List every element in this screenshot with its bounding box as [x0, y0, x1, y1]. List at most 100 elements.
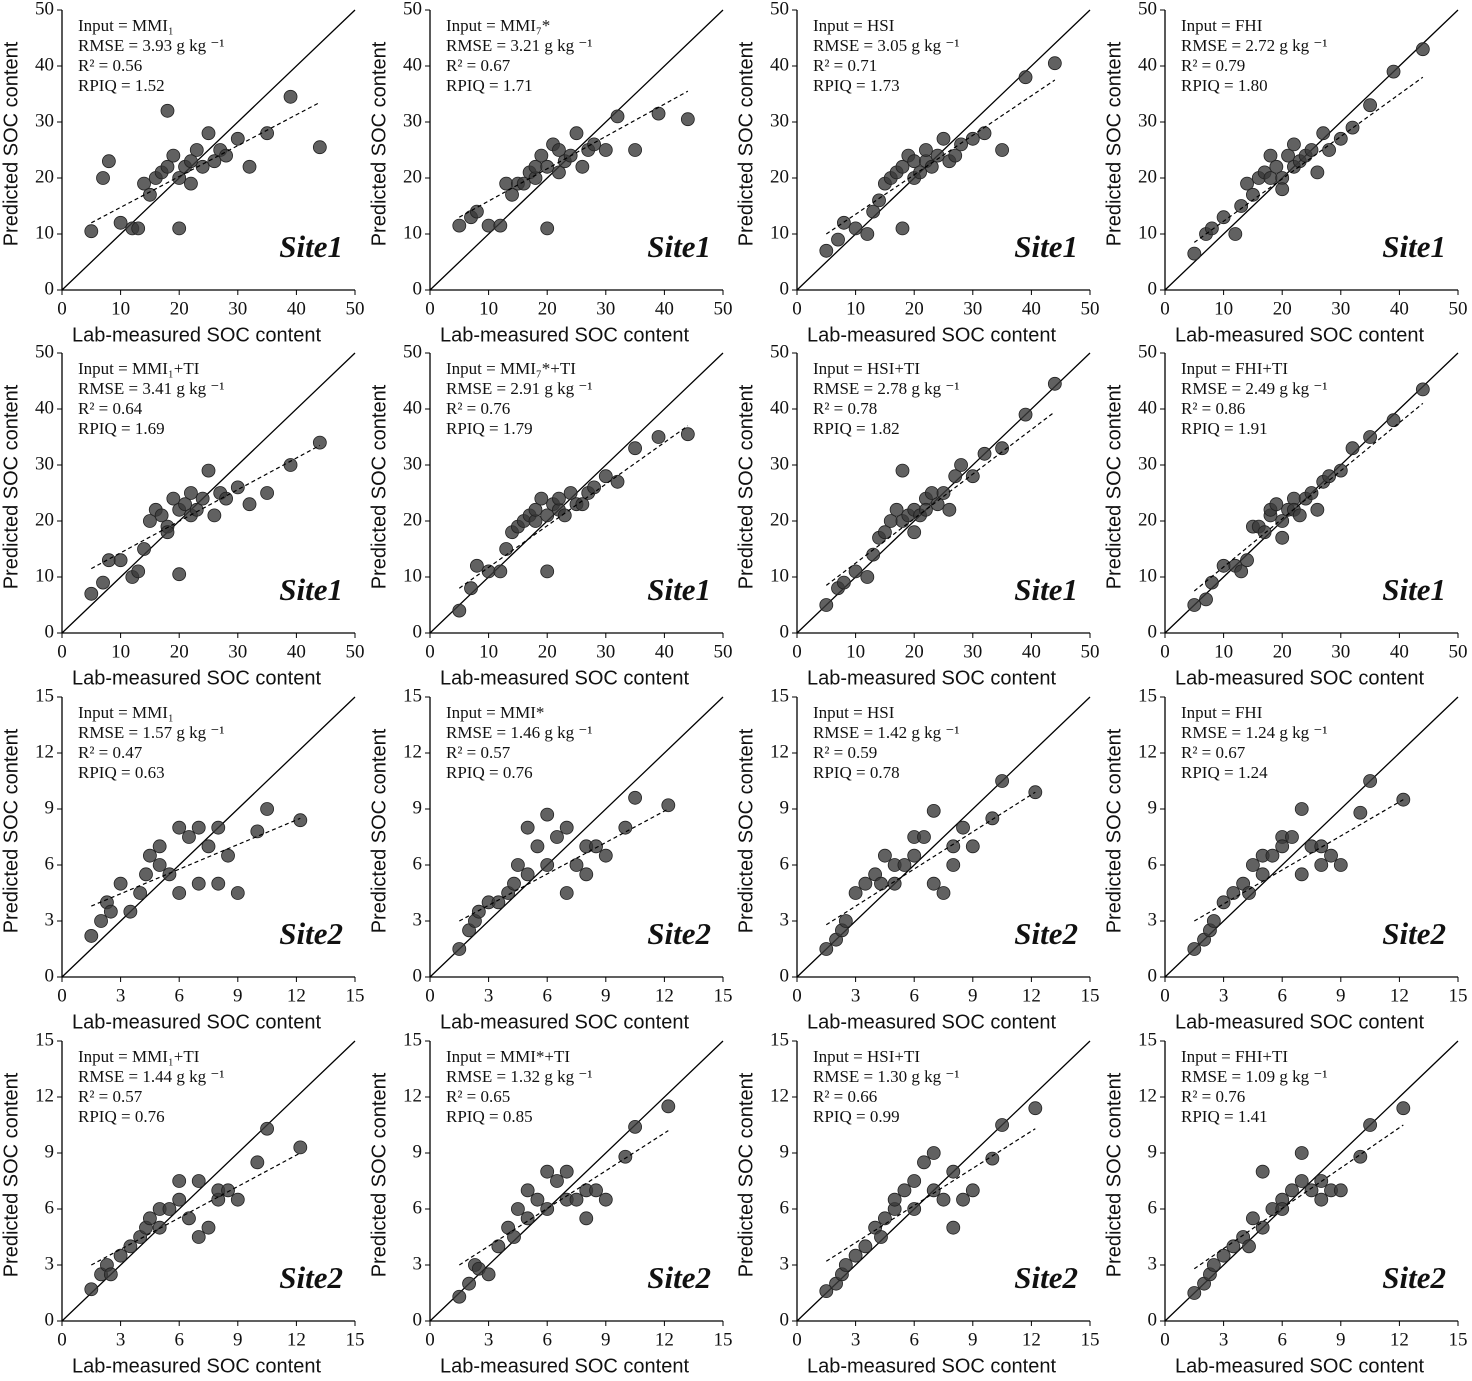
y-tick-label: 15	[35, 1029, 54, 1050]
x-tick-label: 0	[792, 298, 802, 319]
y-tick-label: 9	[1148, 1141, 1158, 1162]
data-point	[1415, 382, 1430, 397]
x-tick-label: 9	[233, 985, 243, 1006]
y-tick-label: 30	[770, 453, 789, 474]
x-tick-label: 50	[1081, 641, 1100, 662]
x-tick-label: 3	[484, 985, 494, 1006]
annotation: R² = 0.47	[78, 743, 143, 762]
data-point	[1324, 848, 1338, 863]
data-point	[819, 598, 834, 612]
data-point	[889, 502, 904, 517]
data-point	[866, 204, 881, 219]
data-point	[897, 858, 912, 872]
x-tick-label: 12	[1390, 985, 1409, 1006]
y-tick-label: 50	[35, 341, 54, 362]
data-point	[1294, 1174, 1309, 1188]
panel: 0 3 6 9 12 15 0 3 6 9 12 15 Lab-measured SOC content…	[1103, 1029, 1467, 1377]
data-point	[101, 154, 116, 169]
data-point	[505, 187, 519, 202]
data-point	[84, 1282, 99, 1297]
annotation: RMSE = 1.24 g kg ⁻¹	[1181, 723, 1327, 742]
data-point	[260, 126, 275, 141]
data-point	[1345, 120, 1360, 135]
annotation: RMSE = 2.91 g kg ⁻¹	[446, 379, 592, 398]
x-tick-label: 6	[909, 985, 919, 1006]
data-point	[887, 876, 902, 891]
data-point	[142, 187, 157, 202]
data-point	[1345, 441, 1360, 456]
y-tick-label: 12	[403, 741, 422, 762]
data-point	[1353, 1149, 1368, 1164]
annotation: R² = 0.64	[78, 399, 143, 418]
y-tick-label: 20	[35, 509, 54, 530]
data-point	[312, 140, 327, 155]
fit-line	[1193, 402, 1424, 592]
x-tick-label: 12	[655, 1329, 674, 1350]
data-point	[878, 848, 892, 863]
y-tick-label: 40	[770, 397, 789, 418]
y-tick-label: 6	[413, 1197, 423, 1218]
data-point	[1415, 42, 1430, 57]
data-point	[534, 491, 549, 506]
data-point	[1353, 805, 1368, 820]
y-axis-title: Predicted SOC content	[1103, 384, 1125, 589]
data-point	[540, 858, 555, 872]
y-tick-label: 40	[403, 54, 422, 75]
x-tick-label: 0	[792, 985, 802, 1006]
data-point	[946, 1164, 961, 1179]
y-tick-label: 12	[770, 741, 789, 762]
y-tick-label: 15	[35, 685, 54, 706]
y-tick-label: 12	[1138, 1085, 1157, 1106]
site-label: Site1	[1382, 229, 1446, 264]
y-tick-label: 10	[770, 565, 789, 586]
annotation: RMSE = 1.32 g kg ⁻¹	[446, 1067, 592, 1086]
site-label: Site1	[279, 229, 343, 264]
data-point	[166, 491, 181, 506]
x-tick-label: 6	[1277, 1329, 1287, 1350]
data-point	[1269, 497, 1284, 512]
y-tick-label: 10	[770, 222, 789, 243]
y-tick-label: 30	[35, 110, 54, 131]
y-tick-label: 0	[45, 965, 55, 986]
data-point	[511, 858, 525, 872]
data-point	[598, 143, 613, 157]
y-tick-label: 20	[403, 166, 422, 187]
annotation: Input = HSI+TI	[813, 1047, 920, 1066]
annotation: R² = 0.86	[1181, 399, 1245, 418]
data-point	[123, 1239, 138, 1254]
data-point	[598, 469, 613, 484]
data-point	[895, 159, 910, 174]
data-point	[897, 1183, 912, 1198]
data-point	[152, 858, 167, 872]
data-point	[1363, 1118, 1377, 1132]
y-tick-label: 12	[35, 1085, 54, 1106]
data-point	[936, 1192, 951, 1207]
panel: 0 10 20 30 40 50 0 10 20 30 40 50 Lab-measured SOC c…	[0, 0, 364, 346]
data-point	[610, 474, 625, 489]
y-tick-label: 9	[45, 797, 55, 818]
data-point	[858, 1239, 873, 1254]
y-tick-label: 10	[403, 565, 422, 586]
x-tick-label: 30	[1331, 298, 1350, 319]
x-axis-title: Lab-measured SOC content	[1175, 1355, 1424, 1377]
data-point	[123, 904, 138, 919]
y-tick-label: 6	[780, 1197, 790, 1218]
fit-line	[458, 425, 689, 589]
y-tick-label: 50	[35, 0, 54, 19]
data-point	[499, 542, 514, 556]
y-tick-label: 12	[403, 1085, 422, 1106]
x-tick-label: 0	[57, 641, 67, 662]
annotation: RPIQ = 1.41	[1181, 1107, 1268, 1126]
y-tick-label: 6	[45, 1197, 55, 1218]
data-point	[133, 886, 148, 900]
data-point	[452, 218, 467, 233]
data-point	[942, 502, 957, 517]
data-point	[139, 867, 153, 882]
data-point	[178, 497, 192, 512]
y-tick-label: 9	[780, 1141, 790, 1162]
y-tick-label: 3	[780, 909, 790, 930]
x-tick-label: 30	[596, 641, 615, 662]
data-point	[1275, 530, 1290, 545]
y-tick-label: 9	[413, 1141, 423, 1162]
data-point	[1187, 942, 1202, 956]
